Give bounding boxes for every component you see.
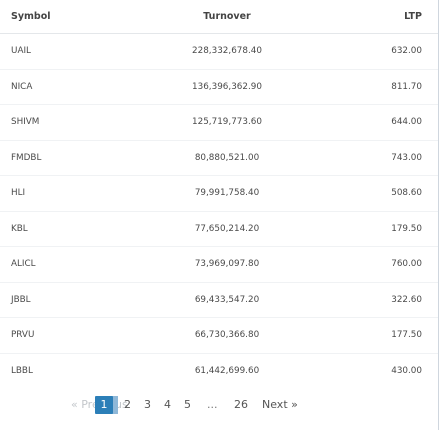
ltp-cell: 322.60 <box>334 281 438 318</box>
page-4-link[interactable]: 4 <box>164 398 171 411</box>
table-row: LBBL 61,442,699.60 430.00 <box>0 352 438 388</box>
turnover-cell: 80,880,521.00 <box>120 139 334 176</box>
ltp-cell: 179.50 <box>334 210 438 247</box>
ltp-cell: 760.00 <box>334 246 438 282</box>
turnover-cell: 136,396,362.90 <box>120 68 334 105</box>
ltp-cell: 177.50 <box>334 317 438 353</box>
page-1-button[interactable]: 1 <box>95 396 113 414</box>
ltp-cell: 811.70 <box>334 68 438 105</box>
turnover-cell: 66,730,366.80 <box>120 317 334 353</box>
symbol-cell[interactable]: HLI <box>0 175 120 211</box>
symbol-cell[interactable]: FMDBL <box>0 139 120 176</box>
symbol-cell[interactable]: JBBL <box>0 281 120 318</box>
table-row: SHIVM 125,719,773.60 644.00 <box>0 104 438 140</box>
page-26-link[interactable]: 26 <box>234 398 248 411</box>
table-row: NICA 136,396,362.90 811.70 <box>0 68 438 105</box>
right-border <box>438 0 439 430</box>
column-header-symbol[interactable]: Symbol <box>11 11 51 22</box>
ltp-cell: 632.00 <box>334 33 438 69</box>
page-3-link[interactable]: 3 <box>144 398 151 411</box>
ltp-cell: 644.00 <box>334 104 438 140</box>
turnover-cell: 77,650,214.20 <box>120 210 334 247</box>
symbol-cell[interactable]: UAIL <box>0 33 120 69</box>
turnover-table: Symbol Turnover LTP UAIL 228,332,678.40 … <box>0 0 438 388</box>
table-row: FMDBL 80,880,521.00 743.00 <box>0 139 438 176</box>
column-header-turnover[interactable]: Turnover <box>203 11 251 22</box>
ltp-cell: 430.00 <box>334 352 438 388</box>
symbol-cell[interactable]: LBBL <box>0 352 120 388</box>
turnover-cell: 73,969,097.80 <box>120 246 334 282</box>
header-row: Symbol Turnover LTP <box>0 0 438 34</box>
ltp-cell: 743.00 <box>334 139 438 176</box>
page-2-link[interactable]: 2 <box>124 398 131 411</box>
turnover-cell: 69,433,547.20 <box>120 281 334 318</box>
symbol-cell[interactable]: NICA <box>0 68 120 105</box>
turnover-cell: 228,332,678.40 <box>120 33 334 69</box>
page-5-link[interactable]: 5 <box>184 398 191 411</box>
table-row: ALICL 73,969,097.80 760.00 <box>0 246 438 282</box>
turnover-cell: 79,991,758.40 <box>120 175 334 211</box>
symbol-cell[interactable]: SHIVM <box>0 104 120 140</box>
table-row: UAIL 228,332,678.40 632.00 <box>0 33 438 69</box>
symbol-cell[interactable]: PRVU <box>0 317 120 353</box>
symbol-cell[interactable]: ALICL <box>0 246 120 282</box>
next-page-link[interactable]: Next » <box>262 398 298 411</box>
pagination: « Previous 1 2 3 4 5 ... 26 Next » <box>0 393 438 417</box>
table-row: KBL 77,650,214.20 179.50 <box>0 210 438 247</box>
column-header-ltp[interactable]: LTP <box>404 11 422 22</box>
table-row: PRVU 66,730,366.80 177.50 <box>0 317 438 353</box>
ltp-cell: 508.60 <box>334 175 438 211</box>
turnover-cell: 61,442,699.60 <box>120 352 334 388</box>
turnover-cell: 125,719,773.60 <box>120 104 334 140</box>
symbol-cell[interactable]: KBL <box>0 210 120 247</box>
table-row: HLI 79,991,758.40 508.60 <box>0 175 438 211</box>
active-page-shade <box>110 396 118 414</box>
table-row: JBBL 69,433,547.20 322.60 <box>0 281 438 318</box>
pagination-ellipsis: ... <box>207 398 218 411</box>
